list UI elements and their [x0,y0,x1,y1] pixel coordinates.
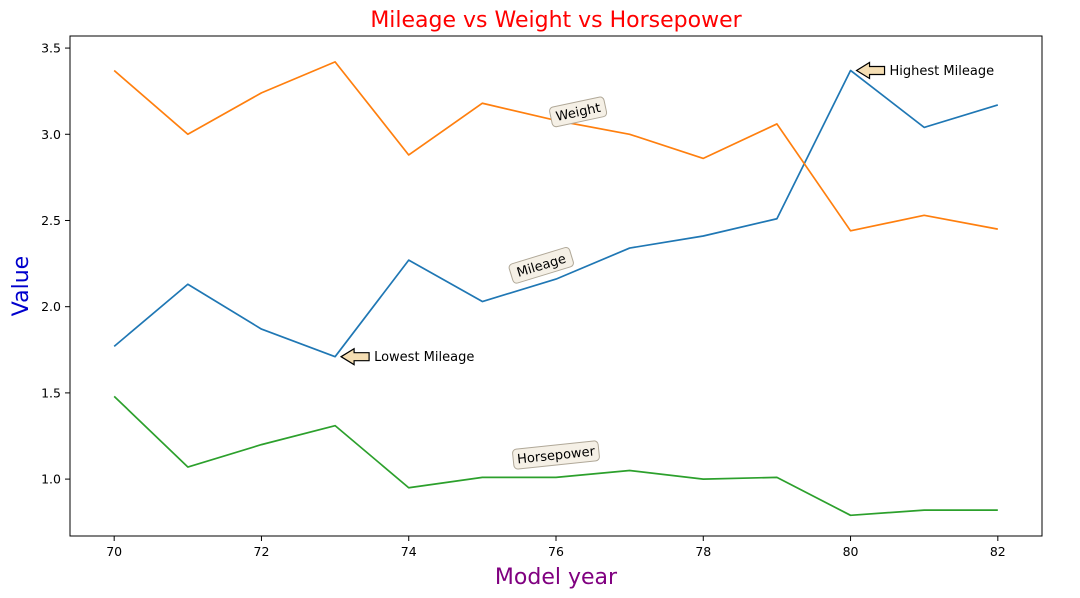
series-line-horsepower [113,395,998,517]
series-label-box [508,247,574,284]
x-axis-label: Model year [495,565,618,590]
x-tick-label: 76 [548,544,564,559]
x-tick-label: 82 [990,544,1006,559]
x-tick-label: 72 [254,544,270,559]
series-label-horsepower: Horsepower [512,440,600,470]
annotation-lowest-mileage: Lowest Mileage [339,347,474,366]
series-label-box [512,440,600,470]
series-line-mileage [113,69,999,358]
annotation-highest-mileage: Highest Mileage [855,61,995,80]
series-label-box [549,96,608,128]
series-label-weight: Weight [549,96,608,128]
y-axis-label: Value [9,256,34,316]
y-tick-label: 1.5 [41,385,61,400]
series-line-weight [113,61,998,232]
plot-series-labels: Weight Mileage Horsepower [508,96,608,470]
annotation-arrow [339,347,370,366]
annotation-text: Lowest Mileage [374,350,474,365]
y-tick-label: 3.0 [41,127,61,142]
y-tick-label: 2.0 [41,299,61,314]
annotation-arrow [855,61,886,80]
x-tick-label: 70 [106,544,122,559]
x-tick-label: 74 [401,544,417,559]
chart-title: Mileage vs Weight vs Horsepower [370,8,742,33]
y-tick-label: 2.5 [41,213,61,228]
x-tick-label: 78 [695,544,711,559]
series-label-mileage: Mileage [508,247,574,284]
plot-annotations: Highest Mileage Lowest Mileage [339,61,995,366]
x-axis-ticks: 70 72 74 76 78 80 82 [106,536,1006,559]
y-tick-label: 3.5 [41,41,61,56]
y-tick-label: 1.0 [41,472,61,487]
x-tick-label: 80 [843,544,859,559]
annotation-text: Highest Mileage [890,64,995,79]
y-axis-ticks: 1.0 1.5 2.0 2.5 3.0 3.5 [41,41,70,487]
